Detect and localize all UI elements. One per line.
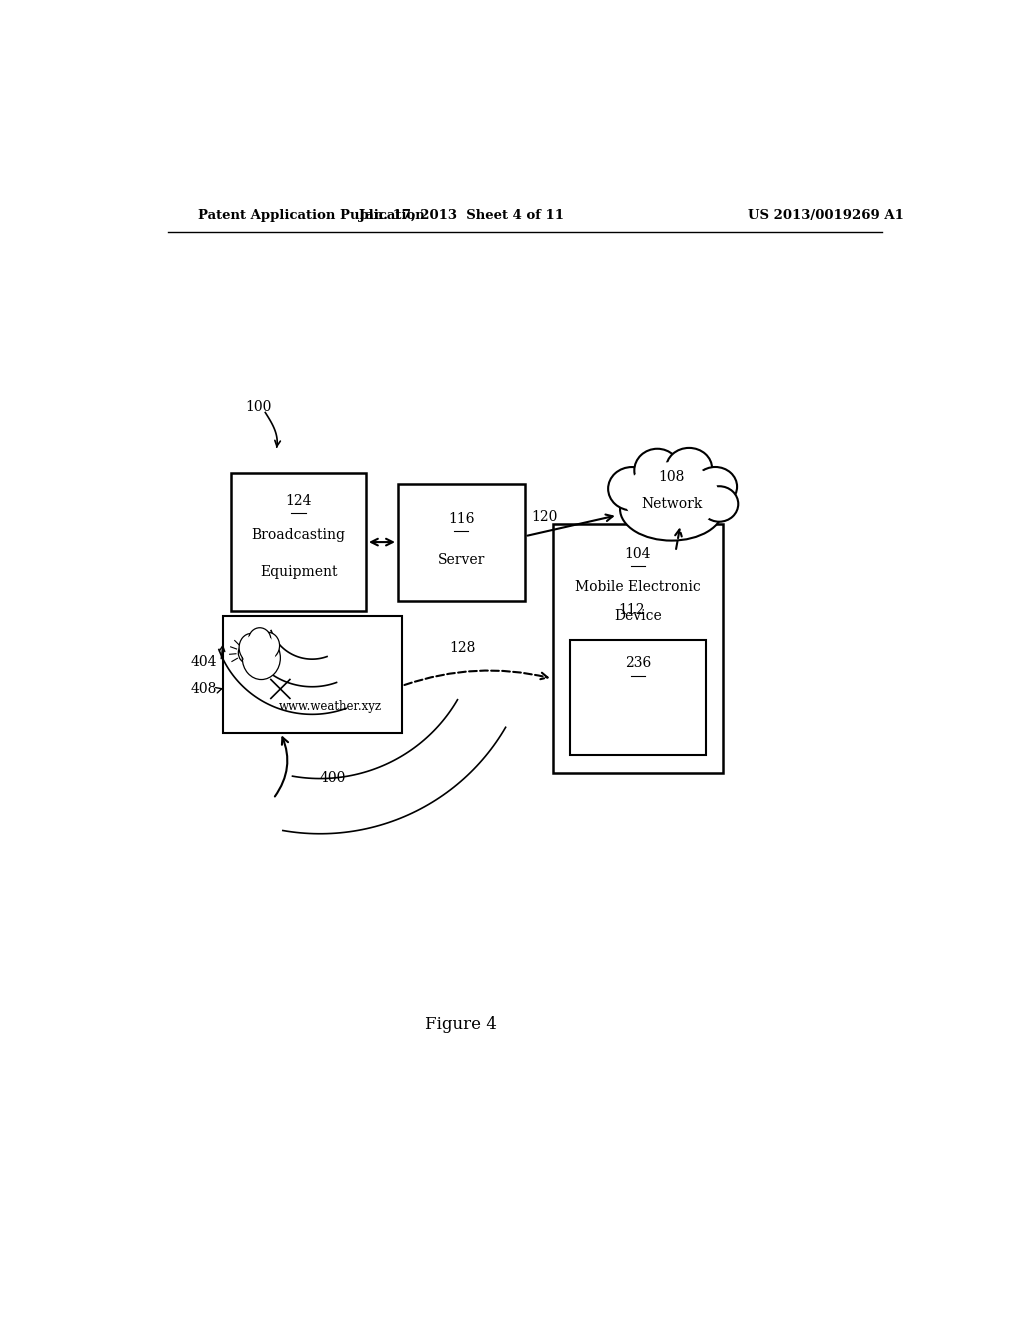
Text: 128: 128 xyxy=(450,642,476,655)
Text: 124: 124 xyxy=(286,494,312,508)
Text: 108: 108 xyxy=(658,470,685,483)
Bar xyxy=(553,524,723,774)
Ellipse shape xyxy=(243,632,275,671)
Ellipse shape xyxy=(700,486,738,521)
Ellipse shape xyxy=(621,478,723,541)
Text: Figure 4: Figure 4 xyxy=(425,1016,498,1032)
Text: 112: 112 xyxy=(618,603,645,616)
Text: 404: 404 xyxy=(190,655,217,668)
Text: US 2013/0019269 A1: US 2013/0019269 A1 xyxy=(749,209,904,222)
Ellipse shape xyxy=(624,462,719,532)
Text: 400: 400 xyxy=(319,771,346,785)
Ellipse shape xyxy=(634,449,680,492)
Ellipse shape xyxy=(693,467,737,507)
Ellipse shape xyxy=(249,628,271,651)
Text: Device: Device xyxy=(614,610,662,623)
Ellipse shape xyxy=(256,632,280,659)
Text: Mobile Electronic: Mobile Electronic xyxy=(575,579,700,594)
Ellipse shape xyxy=(243,636,281,680)
Text: 100: 100 xyxy=(246,400,271,414)
Text: Equipment: Equipment xyxy=(260,565,337,579)
Text: 116: 116 xyxy=(449,512,474,525)
Ellipse shape xyxy=(608,467,655,511)
Text: 120: 120 xyxy=(531,511,557,524)
Text: 408: 408 xyxy=(190,682,217,696)
Bar xyxy=(223,615,401,733)
Bar xyxy=(397,483,524,601)
Ellipse shape xyxy=(666,447,712,488)
Text: www.weather.xyz: www.weather.xyz xyxy=(279,701,382,713)
Bar xyxy=(570,640,706,755)
Text: 104: 104 xyxy=(625,548,651,561)
Text: Broadcasting: Broadcasting xyxy=(252,528,346,543)
Text: Jan. 17, 2013  Sheet 4 of 11: Jan. 17, 2013 Sheet 4 of 11 xyxy=(358,209,564,222)
Ellipse shape xyxy=(239,643,256,663)
Bar xyxy=(231,474,367,611)
Text: Patent Application Publication: Patent Application Publication xyxy=(198,209,425,222)
Ellipse shape xyxy=(239,634,263,661)
Text: 236: 236 xyxy=(625,656,651,671)
Text: Network: Network xyxy=(641,496,702,511)
Text: Server: Server xyxy=(437,553,485,566)
